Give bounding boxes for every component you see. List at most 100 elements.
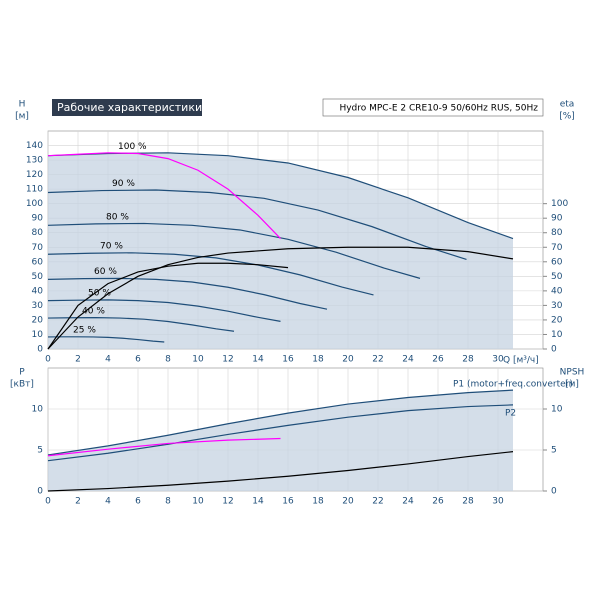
x-tick-label: 18 [312,355,324,365]
chart-title: Рабочие характеристики [57,101,202,114]
y-tick-label: 10 [32,330,44,340]
x-tick-label: 20 [342,497,354,507]
curve [47,262,289,350]
y-tick-label: 70 [32,243,44,253]
y-axis-label: H [19,100,26,110]
curve-label: P1 (motor+freq.converter) [453,380,573,390]
x-tick-label: 16 [282,497,294,507]
y2-tick-label: 30 [551,301,563,311]
x-tick-label: 30 [492,355,504,365]
x-tick-label: 30 [492,497,504,507]
y2-axis-label: eta [560,100,575,110]
curve [47,222,421,279]
curve-label: 40 % [82,306,105,316]
x-tick-label: 8 [165,355,171,365]
y-axis-label: P [19,368,25,378]
curve-label: 70 % [100,242,123,252]
x-tick-label: 10 [192,355,204,365]
x-tick-label: 20 [342,355,354,365]
y-tick-label: 140 [26,141,43,151]
curve [47,246,514,350]
curve [47,336,165,343]
curve-label: 80 % [106,212,129,222]
y-tick-label: 10 [32,405,44,415]
x-tick-label: 2 [75,355,81,365]
curve-label: 50 % [88,289,111,299]
y-axis-unit: [м] [15,112,29,122]
y-tick-label: 130 [26,156,43,166]
chart-subtitle: Hydro MPC-E 2 CRE10-9 50/60Hz RUS, 50Hz [339,104,538,114]
x-tick-label: 26 [432,497,444,507]
y2-tick-label: 5 [551,446,557,456]
x-tick-label: 10 [192,497,204,507]
x-tick-label: 22 [372,497,383,507]
y2-axis-unit: [м] [565,380,579,390]
x-tick-label: 0 [45,355,51,365]
x-tick-label: 2 [75,497,81,507]
y2-tick-label: 60 [551,257,563,267]
curve-label: 100 % [118,142,147,152]
y-tick-label: 100 [26,199,43,209]
operating-area [48,152,513,349]
y-tick-label: 60 [32,257,44,267]
y2-tick-label: 0 [551,487,557,497]
curve [47,252,374,296]
y-tick-label: 0 [37,345,43,355]
x-tick-label: 4 [105,355,111,365]
subtitle-box [322,98,544,117]
x-tick-label: 16 [282,355,294,365]
x-tick-label: 26 [432,355,444,365]
curve [47,152,281,239]
y2-tick-label: 90 [551,214,563,224]
y-tick-label: 0 [37,487,43,497]
y2-tick-label: 10 [551,405,563,415]
y-tick-label: 80 [32,228,44,238]
operating-area [48,390,513,491]
title-bar [52,99,202,116]
curve [47,189,467,261]
y-tick-label: 50 [32,272,44,282]
y-tick-label: 30 [32,301,44,311]
y-tick-label: 120 [26,170,43,180]
curve [47,299,281,322]
curve [47,451,514,492]
curve [47,437,281,457]
y-tick-label: 110 [26,185,43,195]
x-tick-label: 14 [252,355,264,365]
y-tick-label: 40 [32,286,44,296]
y2-tick-label: 0 [551,345,557,355]
y-tick-label: 90 [32,214,44,224]
y2-tick-label: 20 [551,315,563,325]
y-tick-label: 5 [37,446,43,456]
curve-label: 25 % [73,325,96,335]
x-tick-label: 22 [372,355,383,365]
x-tick-label: 4 [105,497,111,507]
x-tick-label: 6 [135,497,141,507]
x-tick-label: 0 [45,497,51,507]
x-tick-label: 6 [135,355,141,365]
x-tick-label: 24 [402,497,414,507]
y2-axis-unit: [%] [559,112,575,122]
y2-tick-label: 40 [551,286,563,296]
x-tick-label: 12 [222,355,233,365]
x-tick-label: 12 [222,497,233,507]
x-tick-label: 28 [462,497,474,507]
x-tick-label: 28 [462,355,474,365]
y2-tick-label: 70 [551,243,563,253]
y2-axis-label: NPSH [560,368,585,378]
y2-tick-label: 100 [551,199,568,209]
x-tick-label: 8 [165,497,171,507]
y2-tick-label: 50 [551,272,563,282]
curve [47,404,514,462]
curve-label: 60 % [94,267,117,277]
y2-tick-label: 80 [551,228,563,238]
x-tick-label: 24 [402,355,414,365]
y-tick-label: 20 [32,315,44,325]
x-tick-label: 14 [252,497,264,507]
curve [47,277,328,310]
y2-tick-label: 10 [551,330,563,340]
curve [47,389,514,456]
x-tick-label: 18 [312,497,324,507]
curve [47,317,235,332]
